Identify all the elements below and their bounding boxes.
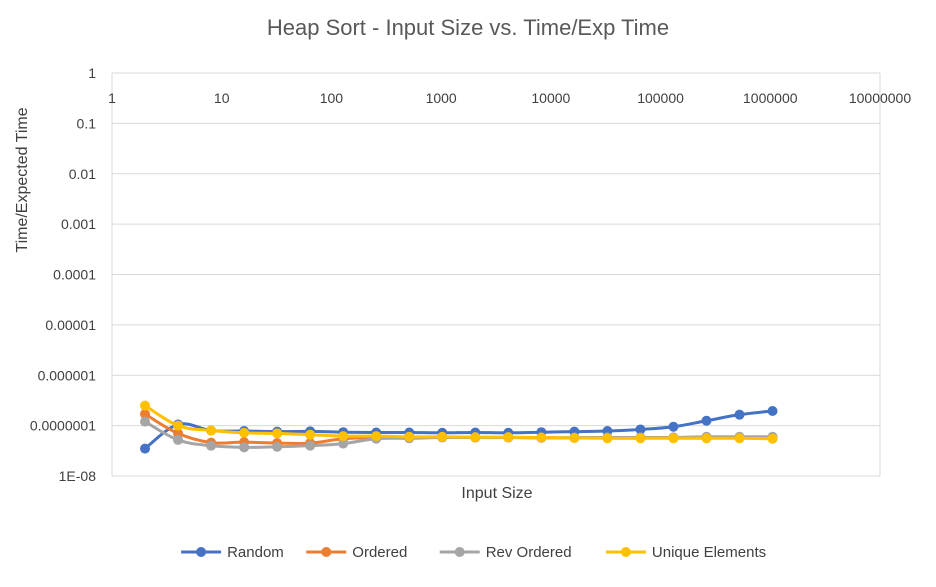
x-tick-label: 1 (108, 90, 116, 106)
x-tick-label: 10000000 (849, 90, 912, 106)
data-point-random (140, 443, 151, 454)
data-point-unique-elements (206, 425, 217, 436)
data-point-rev-ordered (140, 416, 151, 427)
chart-title: Heap Sort - Input Size vs. Time/Exp Time (267, 15, 669, 40)
data-point-unique-elements (569, 432, 580, 443)
x-tick-label: 10000 (531, 90, 570, 106)
x-tick-labels: 1 10 100 1000 10000 100000 1000000 10000000 (108, 90, 911, 106)
data-point-random (767, 406, 778, 417)
y-tick-label: 0.000001 (38, 367, 97, 383)
x-tick-label: 10 (214, 90, 230, 106)
data-point-unique-elements (734, 433, 745, 444)
data-point-unique-elements (470, 432, 481, 443)
data-point-unique-elements (602, 433, 613, 444)
legend-label-ordered: Ordered (352, 544, 407, 561)
y-tick-label: 1E-08 (59, 468, 97, 484)
legend-item-random: Random (181, 544, 284, 561)
x-axis-label: Input Size (461, 485, 532, 502)
data-point-unique-elements (272, 428, 283, 439)
legend-marker-rev-ordered (454, 547, 465, 557)
data-point-unique-elements (437, 431, 448, 442)
data-point-random (701, 415, 712, 426)
data-point-unique-elements (371, 431, 382, 442)
y-tick-label: 0.01 (69, 166, 96, 182)
y-tick-labels: 1 0.1 0.01 0.001 0.0001 0.00001 0.000001 0.0000… (30, 65, 96, 484)
y-tick-label: 0.0000001 (30, 418, 96, 434)
legend-label-rev-ordered: Rev Ordered (486, 544, 572, 561)
y-tick-label: 0.0001 (53, 267, 96, 283)
legend-item-unique-elements: Unique Elements (605, 544, 766, 561)
series-ordered (140, 409, 778, 449)
data-point-random (635, 424, 646, 435)
data-point-unique-elements (767, 433, 778, 444)
x-tick-label: 1000 (426, 90, 457, 106)
legend: Random Ordered Rev Ordered Unique Elements (181, 544, 766, 561)
data-point-unique-elements (140, 400, 151, 411)
data-point-unique-elements (305, 429, 316, 440)
legend-item-rev-ordered: Rev Ordered (439, 544, 572, 561)
data-point-unique-elements (668, 433, 679, 444)
data-point-random (668, 421, 679, 432)
data-point-unique-elements (404, 431, 415, 442)
data-point-unique-elements (338, 431, 349, 442)
plot-frame (111, 73, 881, 476)
data-point-rev-ordered (305, 440, 316, 451)
data-point-unique-elements (239, 427, 250, 438)
data-point-unique-elements (503, 432, 514, 443)
series-unique-elements (140, 400, 778, 444)
legend-label-unique-elements: Unique Elements (652, 544, 766, 561)
data-point-unique-elements (701, 433, 712, 444)
x-tick-label: 1000000 (743, 90, 798, 106)
data-point-ordered (140, 409, 151, 420)
data-point-rev-ordered (206, 440, 217, 451)
data-point-rev-ordered (338, 438, 349, 449)
legend-marker-random (196, 547, 207, 557)
legend-marker-unique-elements (620, 547, 631, 557)
x-tick-label: 100000 (637, 90, 684, 106)
series-lines (140, 400, 778, 454)
data-point-rev-ordered (272, 441, 283, 452)
data-point-rev-ordered (173, 434, 184, 445)
y-axis-label: Time/Expected Time (14, 107, 31, 252)
data-point-unique-elements (536, 432, 547, 443)
data-point-rev-ordered (239, 442, 250, 453)
data-point-unique-elements (173, 420, 184, 431)
y-tick-label: 1 (88, 65, 96, 81)
legend-label-random: Random (227, 544, 284, 561)
y-tick-label: 0.1 (77, 115, 97, 131)
y-tick-label: 0.00001 (45, 317, 96, 333)
data-point-random (734, 409, 745, 420)
series-rev-ordered (140, 416, 778, 453)
gridlines (112, 72, 880, 477)
legend-marker-ordered (321, 547, 332, 557)
x-tick-label: 100 (320, 90, 344, 106)
y-tick-label: 0.001 (61, 216, 96, 232)
legend-item-ordered: Ordered (306, 544, 407, 561)
data-point-unique-elements (635, 433, 646, 444)
